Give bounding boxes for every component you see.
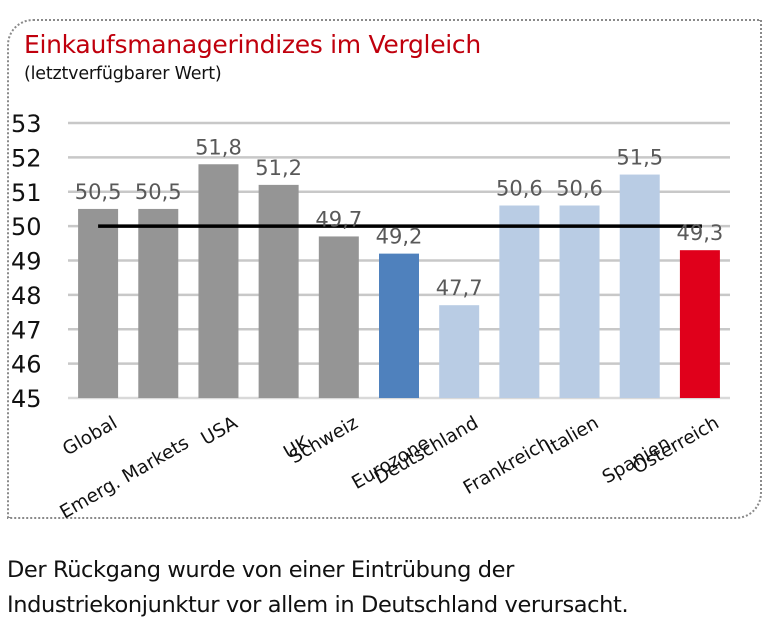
chart-title: Einkaufsmanagerindizes im Vergleich — [24, 30, 481, 59]
value-label: 51,8 — [195, 135, 242, 159]
value-label: 50,6 — [496, 177, 543, 201]
value-label: 50,5 — [75, 180, 122, 204]
chart-subtitle: (letztverfügbarer Wert) — [24, 64, 222, 84]
value-label: 49,3 — [677, 221, 724, 245]
caption-line: Der Rückgang wurde von einer Eintrübung … — [7, 557, 514, 583]
caption: Der Rückgang wurde von einer Eintrübung … — [7, 553, 629, 623]
value-label: 50,5 — [135, 180, 182, 204]
x-axis-label: Italien — [542, 413, 602, 460]
y-tick-label: 53 — [11, 110, 42, 138]
bar — [619, 174, 660, 398]
x-axis-label: Global — [59, 413, 121, 461]
bar — [439, 305, 480, 398]
bar — [679, 250, 720, 398]
bar — [258, 184, 299, 398]
value-label: 49,2 — [376, 225, 423, 249]
x-axis-label: Frankreich — [460, 433, 554, 499]
bar-chart: 53 52 51 50 49 48 47 46 45 50,5 50,5 51,8 51,2 49,7 4… — [11, 110, 730, 524]
value-label: 49,7 — [315, 207, 362, 231]
y-tick-label: 47 — [11, 316, 42, 344]
bar — [198, 164, 239, 398]
x-axis-label: USA — [198, 412, 242, 450]
value-label: 51,2 — [255, 156, 302, 180]
bar — [379, 253, 419, 398]
y-tick-label: 48 — [11, 282, 42, 310]
y-tick-label: 46 — [11, 351, 42, 379]
caption-line: Industriekonjunktur vor allem in Deutsch… — [7, 592, 629, 618]
bar — [559, 205, 600, 398]
value-label: 50,6 — [556, 177, 603, 201]
y-tick-label: 51 — [11, 179, 42, 207]
bars — [78, 164, 720, 398]
bar — [138, 208, 179, 398]
value-label: 51,5 — [616, 146, 663, 170]
bar — [499, 205, 540, 398]
bar — [78, 208, 119, 398]
chart-frame — [7, 19, 762, 519]
bar — [318, 236, 359, 398]
y-tick-label: 45 — [11, 385, 42, 413]
y-tick-label: 50 — [11, 213, 42, 241]
y-axis-ticks: 53 52 51 50 49 48 47 46 45 — [11, 110, 42, 413]
y-tick-label: 49 — [11, 248, 42, 276]
value-label: 47,7 — [436, 276, 483, 300]
value-labels: 50,5 50,5 51,8 51,2 49,7 49,2 47,7 50,6 50,6 51,5… — [75, 135, 724, 300]
y-tick-label: 52 — [11, 144, 42, 172]
